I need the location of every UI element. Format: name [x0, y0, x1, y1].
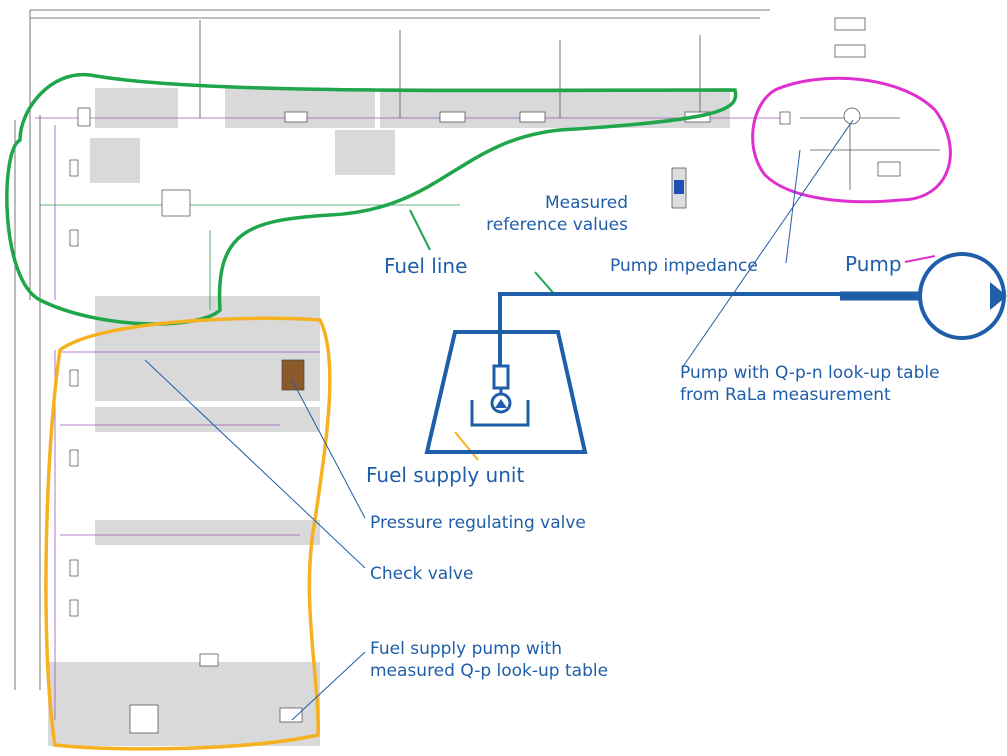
- tank: [424, 330, 588, 454]
- fuel-line-outline: [5, 72, 738, 326]
- leader: [291, 651, 366, 721]
- annotation-text: from RaLa measurement: [680, 385, 891, 405]
- leader: [144, 359, 366, 569]
- pump-outline: [751, 76, 952, 204]
- reference-block-core: [674, 180, 684, 194]
- display: [199, 653, 219, 667]
- group-box: [48, 662, 320, 746]
- component: [834, 17, 866, 31]
- pot: [470, 400, 530, 427]
- leaders: [144, 119, 936, 721]
- table-block: [161, 189, 191, 217]
- annotation-text: Fuel supply unit: [366, 463, 524, 487]
- group-box: [335, 130, 395, 175]
- annotation-text: Pump: [845, 252, 902, 276]
- filter: [492, 364, 510, 390]
- annotation-text: Pump with Q-p-n look-up table: [680, 363, 940, 383]
- annotation-text: Check valve: [370, 564, 473, 584]
- annotation-text: measured Q-p look-up table: [370, 661, 608, 681]
- hydraulic-sketch: [424, 252, 1007, 454]
- component: [834, 44, 866, 58]
- supply-pump-arrow: [495, 399, 507, 408]
- component: [779, 111, 791, 125]
- component: [69, 159, 79, 177]
- leader: [904, 255, 936, 263]
- pump-symbol: [843, 107, 861, 125]
- component: [69, 449, 79, 467]
- component: [69, 229, 79, 247]
- component: [69, 369, 79, 387]
- schematic: [14, 9, 940, 746]
- regulator-valve: [281, 359, 305, 391]
- annotation-text: Pressure regulating valve: [370, 513, 586, 533]
- group-box: [95, 88, 178, 128]
- annotation-text: Fuel supply pump with: [370, 639, 562, 659]
- fuel-supply-outline: [44, 316, 332, 751]
- component: [519, 111, 546, 123]
- supply-pump: [490, 392, 512, 414]
- leader: [409, 209, 431, 251]
- component: [69, 599, 79, 617]
- component: [77, 107, 91, 127]
- annotation-text: Pump impedance: [610, 256, 758, 276]
- leader: [534, 271, 556, 296]
- display: [877, 161, 901, 177]
- component: [439, 111, 466, 123]
- leader: [681, 119, 854, 369]
- annotation-text: Measured: [545, 193, 628, 213]
- group-box: [90, 138, 140, 183]
- component: [284, 111, 308, 123]
- pump-arrow: [990, 282, 1007, 310]
- display: [279, 707, 303, 723]
- leader: [291, 379, 366, 519]
- group-box: [95, 520, 320, 545]
- fuel-pipe: [498, 292, 845, 366]
- leader: [454, 431, 479, 461]
- component: [69, 559, 79, 577]
- annotation-text: Fuel line: [384, 254, 467, 278]
- table-block: [129, 704, 159, 734]
- group-box: [380, 88, 730, 128]
- annotation-text: reference values: [486, 215, 628, 235]
